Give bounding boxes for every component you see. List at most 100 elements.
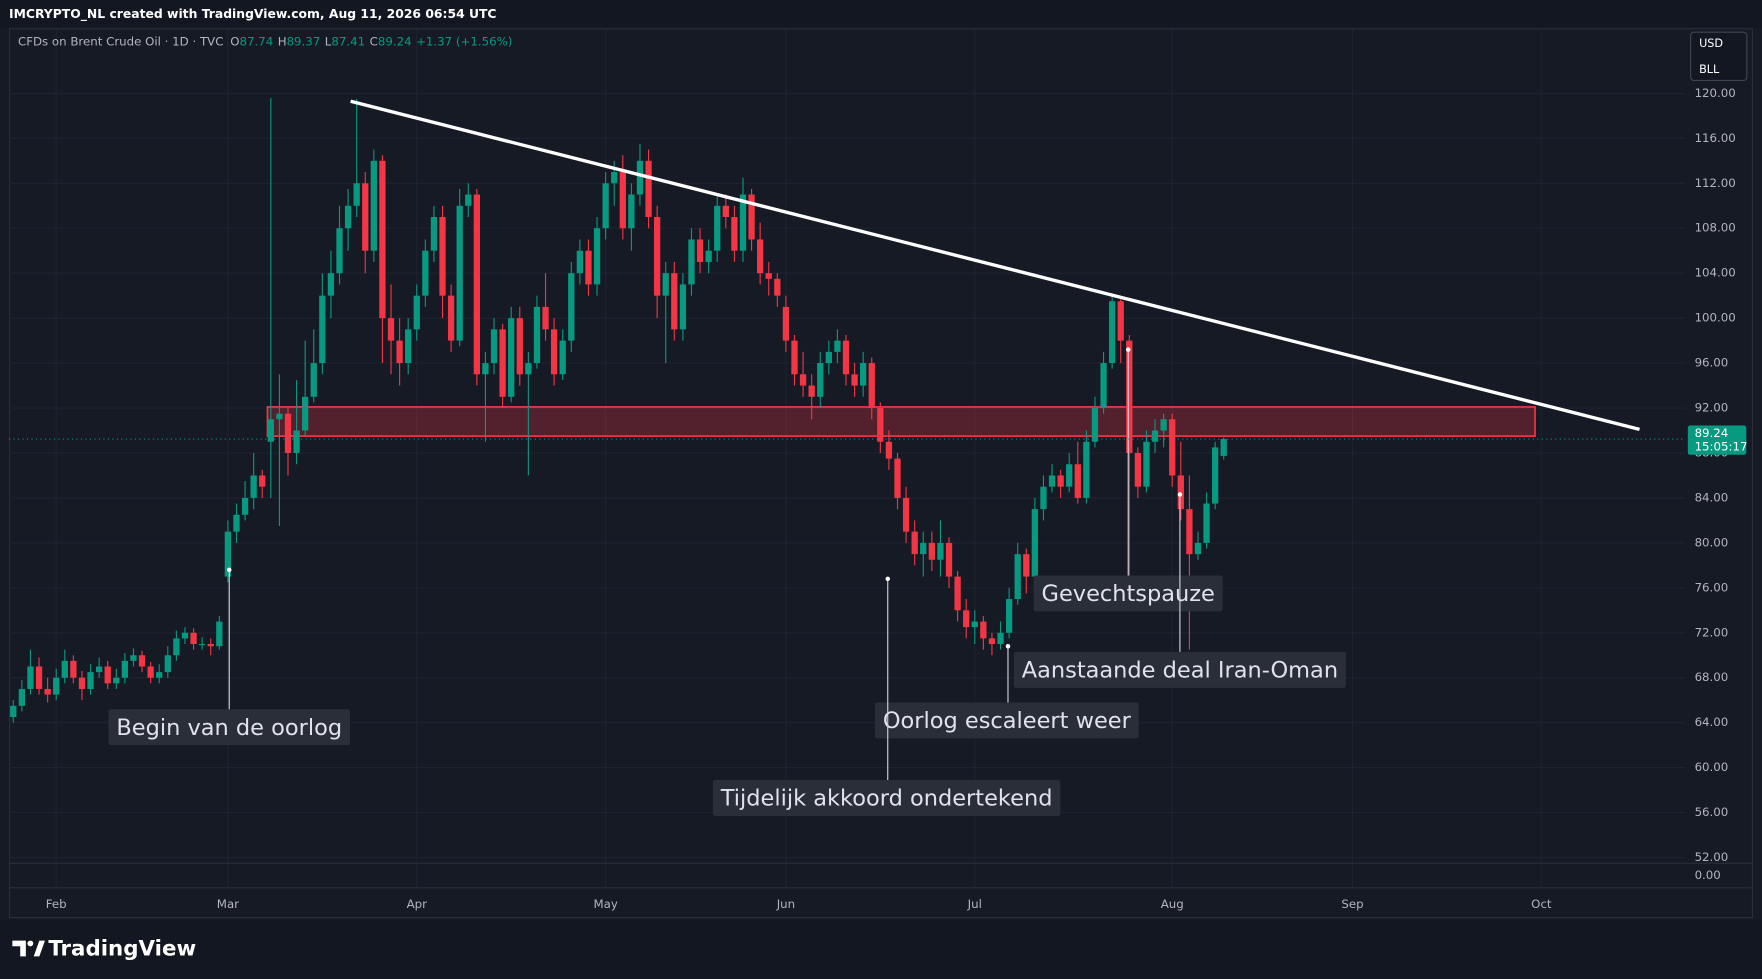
- candle-body: [868, 363, 875, 409]
- price-label-box: [1687, 425, 1747, 455]
- candle-body: [559, 340, 566, 375]
- candle-body: [945, 542, 953, 577]
- candle-body: [902, 497, 910, 532]
- x-tick-label: Aug: [1161, 897, 1184, 911]
- candle-body: [988, 638, 996, 645]
- candle-body: [550, 329, 558, 375]
- y-tick-label: 92.00: [1695, 401, 1729, 415]
- candle-body: [611, 172, 618, 184]
- x-tick-label: Sep: [1341, 897, 1363, 911]
- candle-body: [774, 278, 781, 296]
- candle-body: [937, 542, 944, 560]
- candle-body: [817, 363, 824, 397]
- ohlc-label: O: [230, 34, 239, 48]
- candle-body: [825, 351, 832, 364]
- candle-body: [653, 216, 661, 296]
- candle-body: [87, 672, 94, 689]
- price-label: 89.24: [1695, 426, 1729, 440]
- candle-body: [267, 419, 274, 442]
- candle-body: [310, 363, 317, 397]
- candle-body: [224, 531, 232, 577]
- candle-body: [1108, 301, 1116, 364]
- callout-dot: [1005, 644, 1011, 649]
- ohlc-value: 89.24: [378, 34, 412, 48]
- candle-body: [1203, 503, 1210, 543]
- candle-body: [422, 250, 429, 296]
- candle-body: [516, 318, 523, 375]
- candle-body: [379, 160, 386, 319]
- candle-body: [722, 205, 729, 217]
- callout-text: Gevechtspauze: [1042, 581, 1215, 607]
- candle-body: [1134, 452, 1142, 487]
- candle-body: [233, 514, 240, 532]
- candle-body: [319, 295, 326, 364]
- candle-body: [10, 705, 17, 718]
- axes: 120.00 116.00 112.00 108.00 104.00 100.00 96.0…: [8, 86, 1754, 911]
- y-tick-label: 76.00: [1695, 580, 1729, 594]
- candle-body: [920, 542, 927, 555]
- annotations: Begin van de oorlog Oorlog escaleert weer…: [108, 347, 1346, 816]
- candle-body: [250, 475, 257, 498]
- candle-body: [705, 250, 712, 262]
- candle-body: [1005, 599, 1013, 633]
- candle-body: [696, 239, 704, 262]
- callout-box: [1033, 575, 1223, 612]
- candle-body: [808, 385, 815, 397]
- candle-body: [860, 363, 867, 386]
- candle-body: [439, 216, 446, 296]
- candle-body: [198, 644, 206, 646]
- candle-body: [1031, 509, 1039, 577]
- candle-body: [113, 677, 120, 684]
- logo-shape: [27, 940, 34, 947]
- y-tick-label: 56.00: [1695, 805, 1729, 819]
- candle-body: [35, 666, 43, 689]
- candle-body: [1100, 363, 1107, 409]
- y-tick-label: 96.00: [1695, 356, 1729, 370]
- candle-body: [1066, 464, 1073, 487]
- candle-body: [1048, 475, 1056, 487]
- candle-body: [61, 660, 68, 678]
- candle-body: [619, 172, 626, 229]
- candle-body: [748, 194, 755, 240]
- candle-body: [293, 430, 300, 453]
- candle-body: [1151, 430, 1159, 442]
- candle-body: [327, 273, 335, 296]
- candle-body: [190, 632, 197, 645]
- candle-body: [413, 295, 420, 330]
- x-tick-label: May: [593, 897, 617, 911]
- y-tick-label: 120.00: [1695, 86, 1736, 100]
- y-tick-label: 72.00: [1695, 625, 1729, 639]
- candle-body: [1211, 447, 1219, 504]
- unit[interactable]: BLL: [1699, 63, 1720, 76]
- candle-body: [731, 216, 738, 251]
- countdown: 15:05:17: [1695, 439, 1748, 453]
- candle-body: [121, 660, 129, 678]
- ohlc-value: 87.74: [239, 34, 273, 48]
- change: +1.37 (+1.56%): [416, 34, 512, 48]
- y-tick-label: 112.00: [1695, 176, 1736, 190]
- candle-body: [70, 660, 77, 678]
- candle-body: [1160, 419, 1167, 431]
- currency-box[interactable]: [1690, 31, 1748, 82]
- candle-body: [156, 672, 163, 678]
- candle-body: [997, 632, 1004, 645]
- currency[interactable]: USD: [1699, 37, 1723, 50]
- candle-body: [27, 666, 34, 689]
- candle-body: [628, 194, 635, 229]
- candle-body: [662, 273, 669, 296]
- candle-body: [181, 632, 189, 639]
- candle-body: [533, 306, 541, 364]
- callout-box: [1013, 651, 1346, 688]
- candle-body: [164, 655, 171, 673]
- y-tick-label: 52.00: [1695, 850, 1729, 864]
- top-bar: [0, 0, 1762, 28]
- candle-body: [877, 408, 884, 442]
- candle-body: [1117, 301, 1124, 341]
- candle-body: [482, 363, 489, 375]
- candle-body: [147, 666, 154, 678]
- candle-body: [95, 666, 103, 673]
- candle-body: [645, 160, 652, 217]
- candle-body: [490, 329, 498, 364]
- x-tick-label: Mar: [217, 897, 239, 911]
